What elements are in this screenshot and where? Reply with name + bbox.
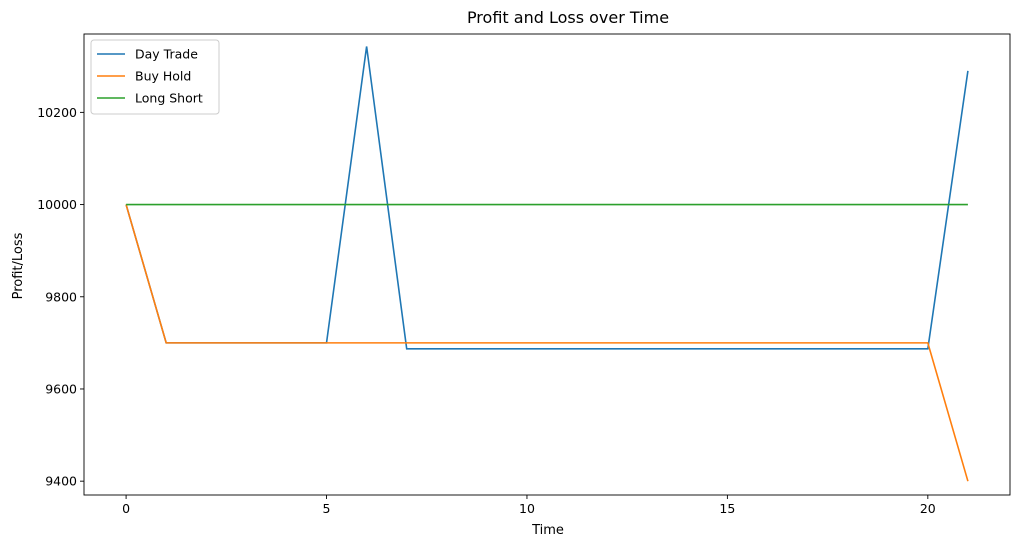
plot-area: 0 5 10 15 20 9400 9600 9800 10000 10200 Day Trade B… [37,33,1011,516]
x-tick-label: 20 [920,501,936,516]
x-tick-label: 10 [519,501,535,516]
y-tick-label: 10000 [37,197,77,212]
x-tick-label: 15 [719,501,735,516]
y-tick-label: 10200 [37,105,77,120]
legend-label: Long Short [135,91,203,106]
x-tick-label: 5 [323,501,331,516]
legend-label: Buy Hold [135,69,191,84]
y-axis-label: Profit/Loss [11,232,26,299]
y-tick-label: 9600 [45,381,77,396]
y-tick-label: 9400 [45,474,77,489]
y-tick-label: 9800 [45,289,77,304]
chart-title: Profit and Loss over Time [467,8,669,27]
x-axis-label: Time [531,523,564,538]
legend-box [90,39,220,115]
x-tick-label: 0 [122,501,130,516]
series-line-buy-hold [125,204,969,482]
plot-frame [83,33,1011,496]
legend-label: Day Trade [135,47,198,62]
series-line-day-trade [125,46,969,350]
